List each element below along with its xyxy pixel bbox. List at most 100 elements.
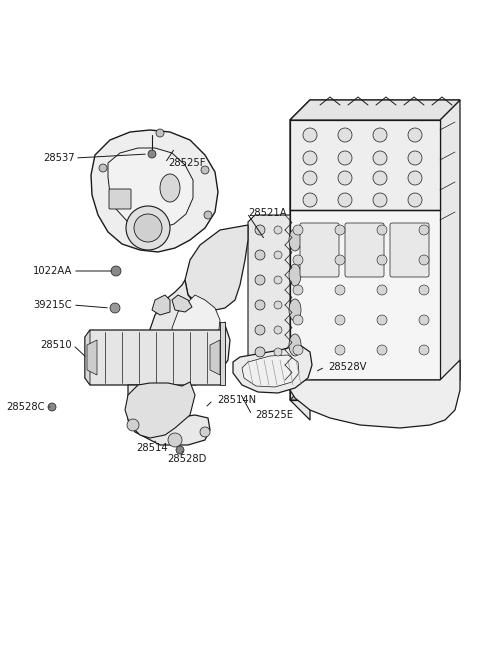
Circle shape bbox=[293, 225, 303, 235]
Circle shape bbox=[373, 193, 387, 207]
FancyBboxPatch shape bbox=[390, 223, 429, 277]
Circle shape bbox=[274, 276, 282, 284]
Polygon shape bbox=[85, 330, 90, 385]
Circle shape bbox=[408, 171, 422, 185]
Circle shape bbox=[303, 193, 317, 207]
Circle shape bbox=[373, 128, 387, 142]
Polygon shape bbox=[172, 295, 220, 356]
Text: 39215C: 39215C bbox=[34, 300, 72, 310]
Text: 28537: 28537 bbox=[43, 153, 75, 163]
Circle shape bbox=[338, 151, 352, 165]
Circle shape bbox=[274, 301, 282, 309]
Polygon shape bbox=[152, 295, 170, 315]
Polygon shape bbox=[91, 130, 218, 252]
Circle shape bbox=[293, 315, 303, 325]
Circle shape bbox=[303, 171, 317, 185]
Circle shape bbox=[200, 427, 210, 437]
Polygon shape bbox=[290, 360, 460, 428]
Circle shape bbox=[274, 326, 282, 334]
Circle shape bbox=[255, 225, 265, 235]
Circle shape bbox=[126, 206, 170, 250]
Circle shape bbox=[377, 225, 387, 235]
Circle shape bbox=[303, 151, 317, 165]
Polygon shape bbox=[87, 340, 97, 375]
FancyBboxPatch shape bbox=[300, 223, 339, 277]
Circle shape bbox=[255, 250, 265, 260]
Polygon shape bbox=[128, 385, 210, 445]
Ellipse shape bbox=[160, 174, 180, 202]
Polygon shape bbox=[290, 120, 440, 400]
Ellipse shape bbox=[289, 264, 301, 286]
Text: 1022AA: 1022AA bbox=[33, 266, 72, 276]
Polygon shape bbox=[185, 225, 248, 310]
Circle shape bbox=[48, 403, 56, 411]
Circle shape bbox=[377, 285, 387, 295]
Circle shape bbox=[408, 151, 422, 165]
Polygon shape bbox=[220, 322, 225, 385]
Circle shape bbox=[204, 211, 212, 219]
Circle shape bbox=[99, 164, 107, 172]
Circle shape bbox=[274, 348, 282, 356]
Circle shape bbox=[377, 315, 387, 325]
Circle shape bbox=[293, 345, 303, 355]
Circle shape bbox=[134, 214, 162, 242]
Ellipse shape bbox=[289, 334, 301, 356]
Polygon shape bbox=[290, 120, 440, 210]
Circle shape bbox=[419, 285, 429, 295]
Text: 28514: 28514 bbox=[136, 443, 168, 453]
Circle shape bbox=[168, 433, 182, 447]
Text: 28525E: 28525E bbox=[255, 410, 293, 420]
Circle shape bbox=[338, 193, 352, 207]
Circle shape bbox=[377, 345, 387, 355]
Circle shape bbox=[419, 315, 429, 325]
FancyBboxPatch shape bbox=[345, 223, 384, 277]
Circle shape bbox=[127, 419, 139, 431]
Circle shape bbox=[274, 226, 282, 234]
Circle shape bbox=[176, 446, 184, 454]
Circle shape bbox=[408, 128, 422, 142]
Text: 28525F: 28525F bbox=[168, 158, 205, 168]
Circle shape bbox=[255, 275, 265, 285]
Circle shape bbox=[338, 171, 352, 185]
Circle shape bbox=[274, 251, 282, 259]
Circle shape bbox=[377, 255, 387, 265]
Circle shape bbox=[338, 128, 352, 142]
Text: 28528D: 28528D bbox=[168, 454, 207, 464]
Circle shape bbox=[293, 255, 303, 265]
Polygon shape bbox=[125, 382, 195, 438]
Circle shape bbox=[255, 325, 265, 335]
Circle shape bbox=[419, 345, 429, 355]
Text: 28514N: 28514N bbox=[217, 395, 256, 405]
Circle shape bbox=[110, 303, 120, 313]
Text: 28528C: 28528C bbox=[7, 402, 45, 412]
Text: 28510: 28510 bbox=[40, 340, 72, 350]
Circle shape bbox=[303, 128, 317, 142]
Text: 28528V: 28528V bbox=[328, 362, 367, 372]
Circle shape bbox=[156, 129, 164, 137]
Polygon shape bbox=[242, 355, 299, 387]
Polygon shape bbox=[85, 322, 225, 385]
Circle shape bbox=[148, 150, 156, 158]
Polygon shape bbox=[248, 215, 290, 365]
Polygon shape bbox=[290, 100, 460, 120]
Circle shape bbox=[335, 255, 345, 265]
Polygon shape bbox=[148, 280, 230, 385]
Circle shape bbox=[201, 166, 209, 174]
Circle shape bbox=[373, 151, 387, 165]
Circle shape bbox=[111, 266, 121, 276]
Polygon shape bbox=[233, 345, 312, 393]
Circle shape bbox=[419, 255, 429, 265]
Circle shape bbox=[335, 315, 345, 325]
Circle shape bbox=[335, 225, 345, 235]
Polygon shape bbox=[440, 100, 460, 400]
Polygon shape bbox=[108, 148, 193, 229]
Text: 28521A: 28521A bbox=[248, 208, 287, 218]
Polygon shape bbox=[290, 100, 310, 420]
Circle shape bbox=[335, 285, 345, 295]
Circle shape bbox=[408, 193, 422, 207]
Ellipse shape bbox=[289, 299, 301, 321]
Ellipse shape bbox=[289, 229, 301, 251]
FancyBboxPatch shape bbox=[109, 189, 131, 209]
Polygon shape bbox=[210, 340, 220, 375]
Polygon shape bbox=[172, 295, 192, 312]
